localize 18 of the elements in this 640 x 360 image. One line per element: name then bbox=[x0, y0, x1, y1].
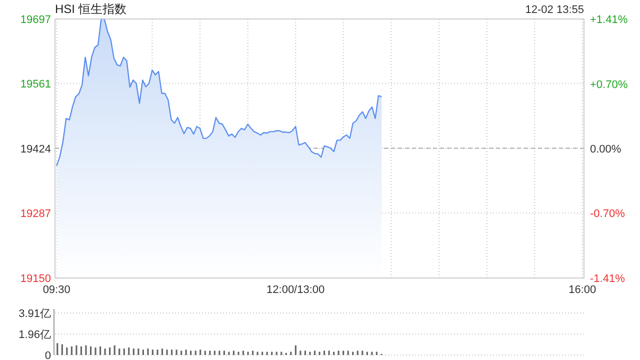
y2-tick-label: -1.41% bbox=[590, 273, 626, 285]
x-tick-label: 09:30 bbox=[42, 284, 70, 296]
y2-tick-label: +0.70% bbox=[590, 79, 628, 92]
text: 12-02 13:55 bbox=[525, 4, 584, 16]
y2-tick-label: -0.70% bbox=[590, 208, 626, 220]
y-tick-label: 0 bbox=[44, 350, 51, 360]
y-tick-label: 19424 bbox=[20, 143, 51, 156]
y-tick-label: 1.96亿 bbox=[18, 328, 51, 341]
y2-tick-label: +1.41% bbox=[590, 14, 628, 26]
y-tick-label: 19287 bbox=[20, 208, 51, 220]
y-tick-label: 19561 bbox=[20, 78, 51, 90]
x-tick-label: 16:00 bbox=[568, 284, 596, 296]
y-tick-label: 19150 bbox=[20, 273, 51, 285]
y-tick-label: 3.91亿 bbox=[18, 308, 51, 320]
y2-tick-label: 0.00% bbox=[590, 144, 622, 156]
chart-title: HSI 恒生指数 bbox=[55, 2, 126, 16]
y-tick-label: 19697 bbox=[20, 14, 51, 26]
x-tick-label: 12:00/13:00 bbox=[266, 284, 325, 296]
